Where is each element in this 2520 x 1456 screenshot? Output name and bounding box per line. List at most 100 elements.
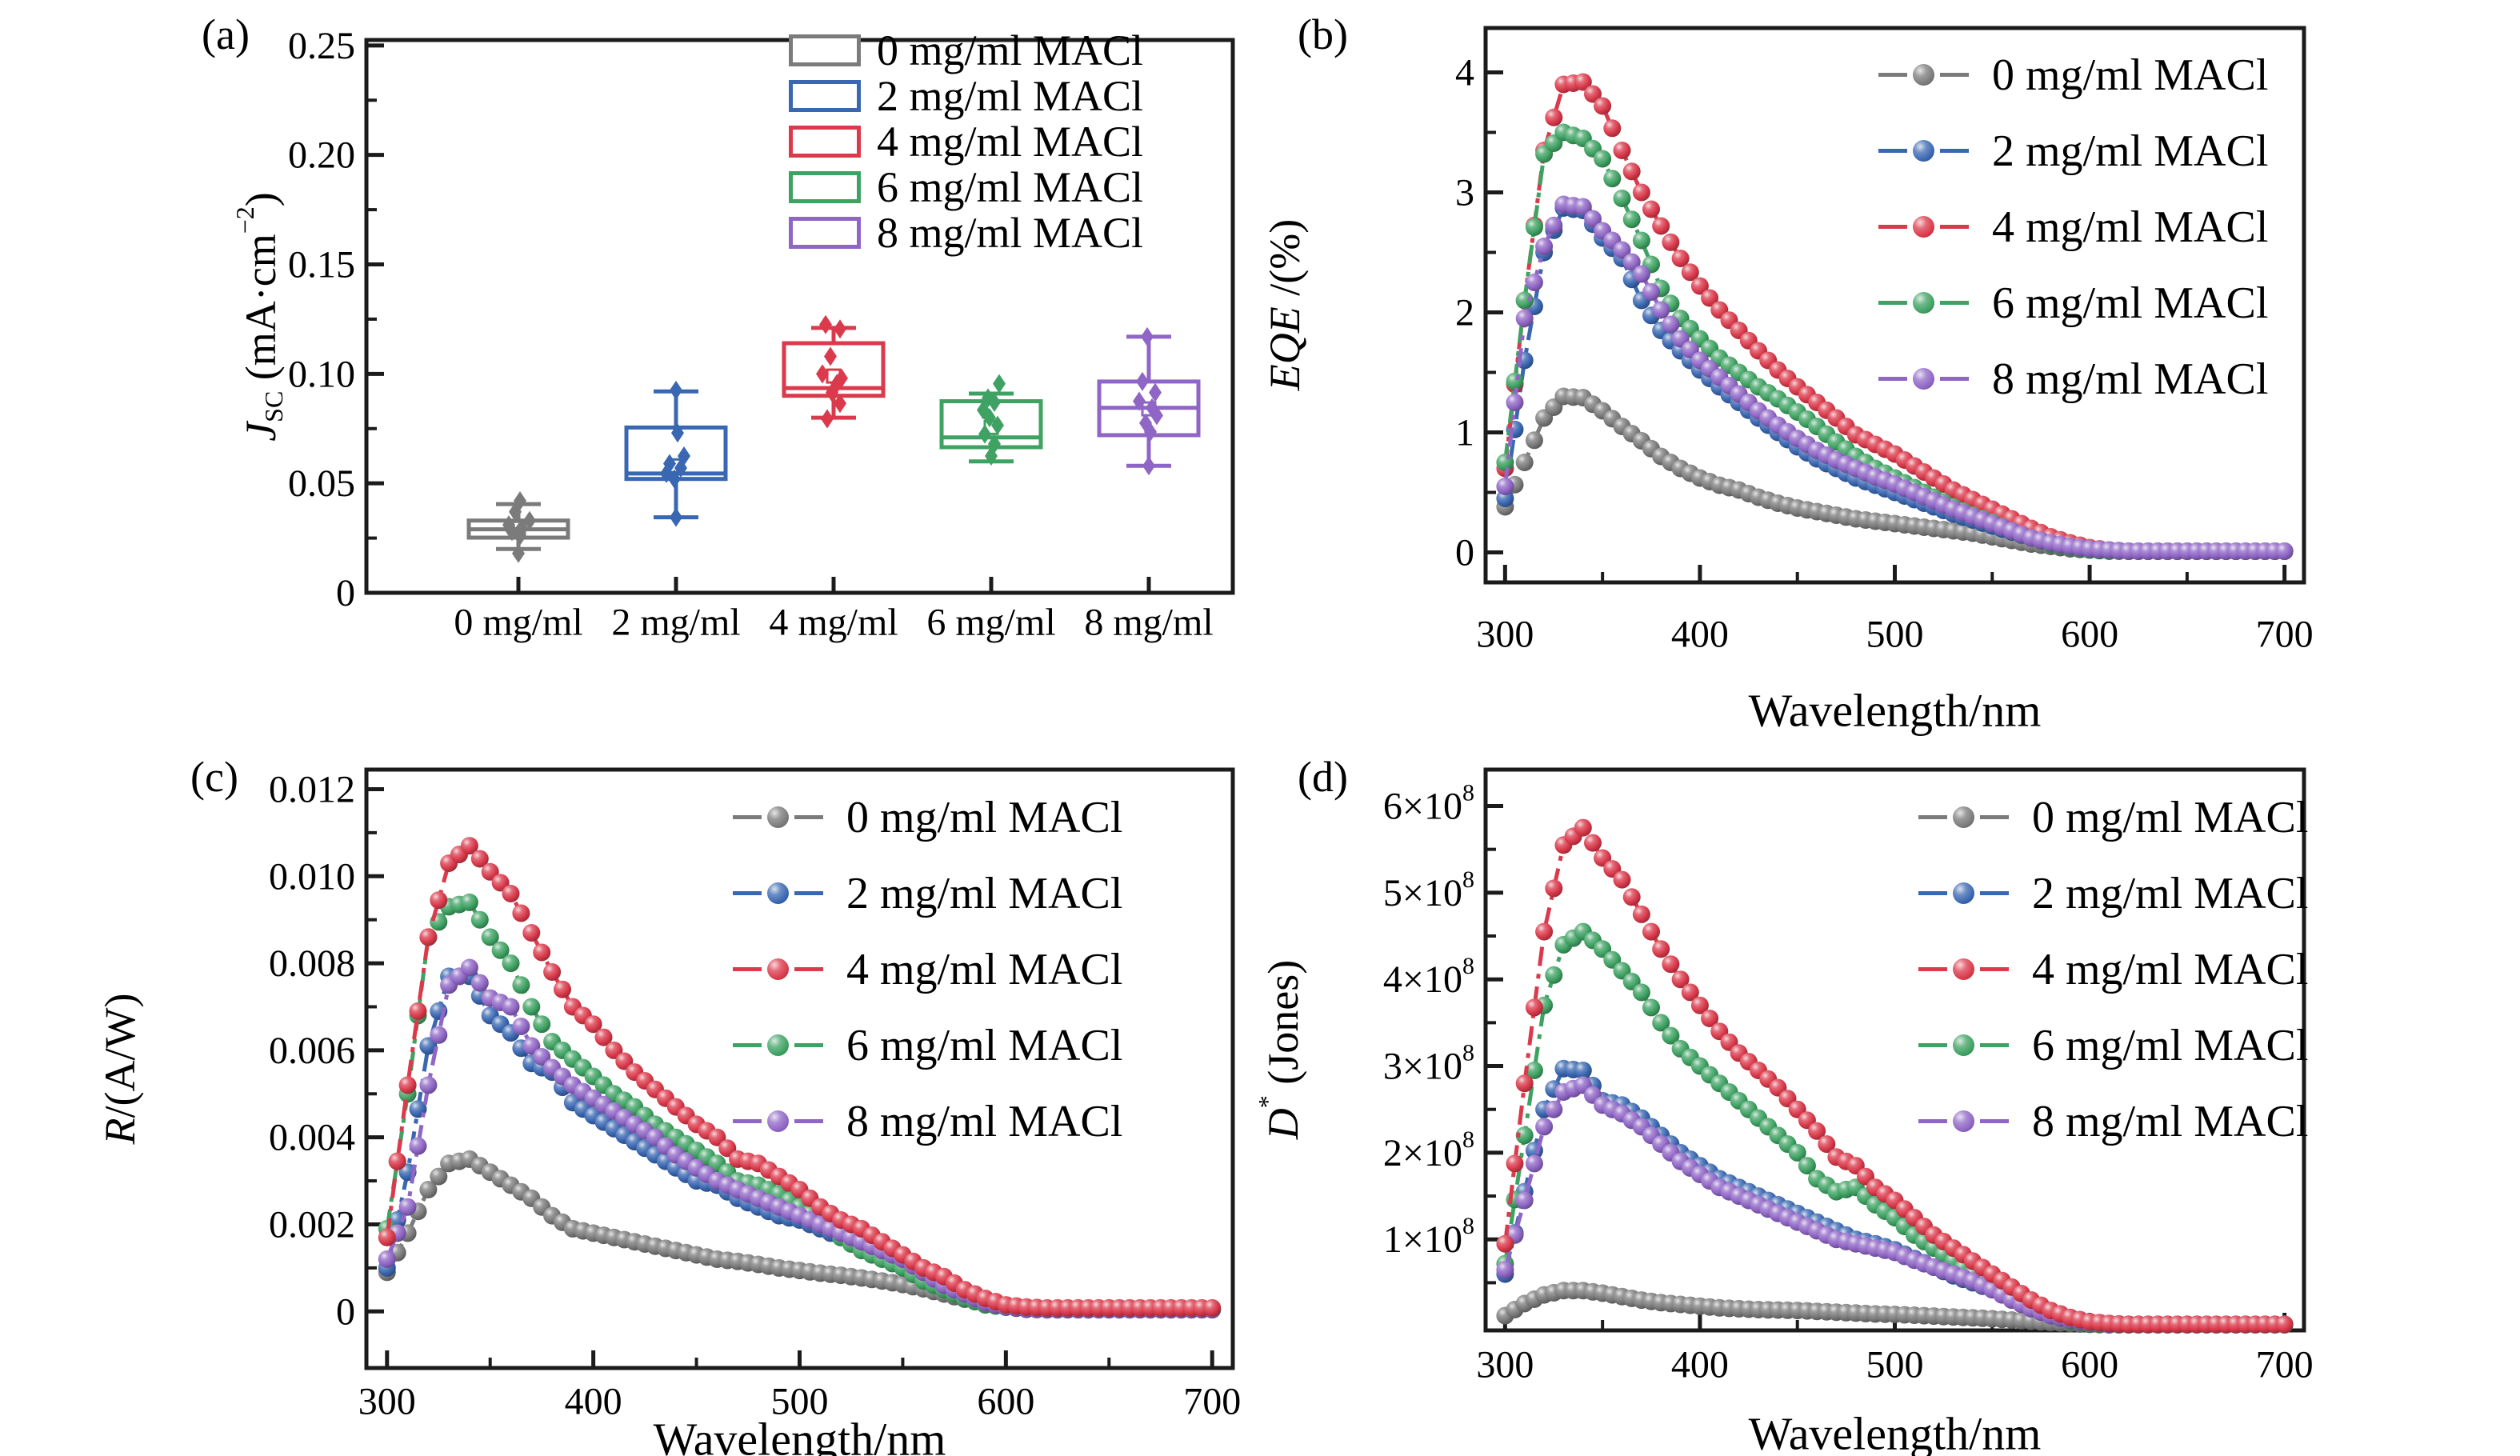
legend-item: 2 mg/ml MACl — [733, 855, 1122, 931]
x-tick-label: 700 — [2256, 614, 2314, 656]
x-axis-title-d: Wavelength/nm — [1749, 1408, 2042, 1456]
x-axis-title-c: Wavelength/nm — [654, 1414, 946, 1456]
y-axis-title-b: EQE /(%) — [1261, 219, 1309, 391]
legend-item: 6 mg/ml MACl — [1918, 1007, 2308, 1083]
line-marker-sample — [1878, 368, 1978, 390]
panel-label-b: (b) — [1298, 10, 1348, 58]
line-marker-sample — [1918, 958, 2018, 980]
legend-label: 8 mg/ml MACl — [877, 208, 1144, 257]
y-tick-label: 3 — [1455, 171, 1474, 214]
legend-item: 2 mg/ml MACl — [789, 73, 1143, 118]
x-tick-label: 700 — [1183, 1381, 1241, 1423]
y-tick-label: 0.010 — [269, 855, 355, 898]
legend-panel-b: 0 mg/ml MACl 2 mg/ml MACl 4 mg/ml MACl 6… — [1878, 37, 2268, 417]
y-tick-label: 4×108 — [1383, 953, 1474, 1001]
y-tick-label: 6×108 — [1383, 779, 1474, 827]
x-tick-label: 300 — [1476, 614, 1534, 656]
x-tick-label: 600 — [2061, 1344, 2118, 1386]
x-category-label: 2 mg/ml — [611, 602, 740, 644]
legend-label: 4 mg/ml MACl — [1992, 202, 2269, 252]
y-tick-label: 0.012 — [269, 768, 355, 810]
x-tick-label: 400 — [1671, 614, 1729, 656]
legend-label: 8 mg/ml MACl — [846, 1096, 1123, 1146]
x-tick-label: 400 — [565, 1381, 622, 1423]
legend-label: 6 mg/ml MACl — [846, 1020, 1123, 1070]
legend-label: 4 mg/ml MACl — [2032, 944, 2309, 994]
boxplot-4-mg-ml — [782, 314, 886, 429]
line-marker-sample — [1918, 1034, 2018, 1056]
x-tick-label: 500 — [1866, 614, 1924, 656]
legend-label: 6 mg/ml MACl — [877, 162, 1144, 211]
x-category-label: 4 mg/ml — [769, 602, 898, 644]
legend-label: 2 mg/ml MACl — [2032, 868, 2309, 918]
legend-label: 6 mg/ml MACl — [2032, 1020, 2309, 1070]
swatch-2mgml — [789, 79, 861, 112]
legend-item: 0 mg/ml MACl — [733, 779, 1122, 855]
legend-label: 6 mg/ml MACl — [1992, 278, 2269, 328]
y-tick-label: 0.006 — [269, 1029, 355, 1071]
legend-item: 0 mg/ml MACl — [1918, 779, 2308, 855]
panel-label-c: (c) — [190, 753, 238, 801]
y-tick-label: 4 — [1455, 51, 1474, 94]
y-tick-label: 3×108 — [1383, 1039, 1474, 1087]
legend-item: 4 mg/ml MACl — [1918, 931, 2308, 1007]
line-marker-sample — [1878, 140, 1978, 162]
legend-panel-d: 0 mg/ml MACl 2 mg/ml MACl 4 mg/ml MACl 6… — [1918, 779, 2308, 1159]
legend-item: 4 mg/ml MACl — [1878, 189, 2268, 265]
line-marker-sample — [733, 1110, 832, 1132]
legend-item: 6 mg/ml MACl — [789, 164, 1143, 210]
swatch-6mgml — [789, 170, 861, 203]
y-tick-label: 0.20 — [288, 134, 355, 176]
x-tick-label: 500 — [1866, 1344, 1924, 1386]
x-tick-label: 700 — [2256, 1344, 2314, 1386]
legend-label: 2 mg/ml MACl — [1992, 126, 2269, 176]
x-tick-label: 400 — [1671, 1344, 1729, 1386]
x-category-label: 6 mg/ml — [926, 602, 1055, 644]
y-tick-label: 0.004 — [269, 1116, 355, 1158]
line-marker-sample — [1878, 216, 1978, 238]
panel-c-ticks: 0 0.002 0.004 0.006 0.008 0.010 0.012 300 400 500… — [269, 768, 1241, 1423]
legend-label: 0 mg/ml MACl — [1992, 50, 2269, 100]
y-tick-label: 5×108 — [1383, 866, 1474, 914]
legend-item: 4 mg/ml MACl — [789, 118, 1143, 164]
y-tick-label: 0 — [336, 572, 355, 614]
y-tick-label: 0.25 — [288, 24, 355, 66]
series-b-8-mg-ml-MACl — [1496, 195, 2294, 560]
legend-label: 2 mg/ml MACl — [846, 868, 1123, 918]
line-marker-sample — [733, 882, 832, 904]
legend-item: 6 mg/ml MACl — [733, 1007, 1122, 1083]
y-tick-label: 2×108 — [1383, 1126, 1474, 1174]
y-tick-label: 0 — [1455, 531, 1474, 574]
boxplot-2-mg-ml — [624, 380, 728, 527]
line-marker-sample — [1878, 292, 1978, 314]
legend-label: 8 mg/ml MACl — [1992, 354, 2269, 404]
y-tick-label: 0 — [336, 1290, 355, 1333]
legend-label: 0 mg/ml MACl — [2032, 792, 2309, 842]
y-tick-label: 1 — [1455, 411, 1474, 454]
boxplot-0-mg-ml — [466, 491, 570, 563]
swatch-8mgml — [789, 216, 861, 249]
legend-item: 8 mg/ml MACl — [789, 210, 1143, 255]
legend-item: 0 mg/ml MACl — [1878, 37, 2268, 113]
panel-a-ticks: 0 0.05 0.10 0.15 0.20 0.25 0 mg/ml 2 mg/ml 4 mg/… — [288, 24, 1214, 643]
line-marker-sample — [1878, 64, 1978, 86]
legend-label: 0 mg/ml MACl — [877, 26, 1144, 74]
series-c-4-mg-ml-MACl — [378, 837, 1222, 1317]
x-tick-label: 600 — [977, 1381, 1034, 1423]
panel-label-d: (d) — [1298, 753, 1348, 801]
x-tick-label: 500 — [771, 1381, 829, 1423]
legend-item: 4 mg/ml MACl — [733, 931, 1122, 1007]
y-tick-label: 0.10 — [288, 353, 355, 395]
y-tick-label: 0.05 — [288, 462, 355, 505]
line-marker-sample — [1918, 882, 2018, 904]
legend-item: 6 mg/ml MACl — [1878, 265, 2268, 341]
line-marker-sample — [733, 958, 832, 980]
legend-item: 8 mg/ml MACl — [733, 1083, 1122, 1159]
legend-panel-a: 0 mg/ml MACl 2 mg/ml MACl 4 mg/ml MACl 6… — [789, 27, 1143, 255]
line-marker-sample — [733, 1034, 832, 1056]
legend-item: 2 mg/ml MACl — [1918, 855, 2308, 931]
panel-a: 0 0.05 0.10 0.15 0.20 0.25 0 mg/ml 2 mg/ml 4 mg/… — [230, 24, 1235, 644]
panel-d: 1×108 2×108 3×108 4×108 5×108 6×108 300 400 500 6… — [1253, 767, 2314, 1456]
panel-d-ticks: 1×108 2×108 3×108 4×108 5×108 6×108 300 400 500 6… — [1383, 779, 2314, 1386]
